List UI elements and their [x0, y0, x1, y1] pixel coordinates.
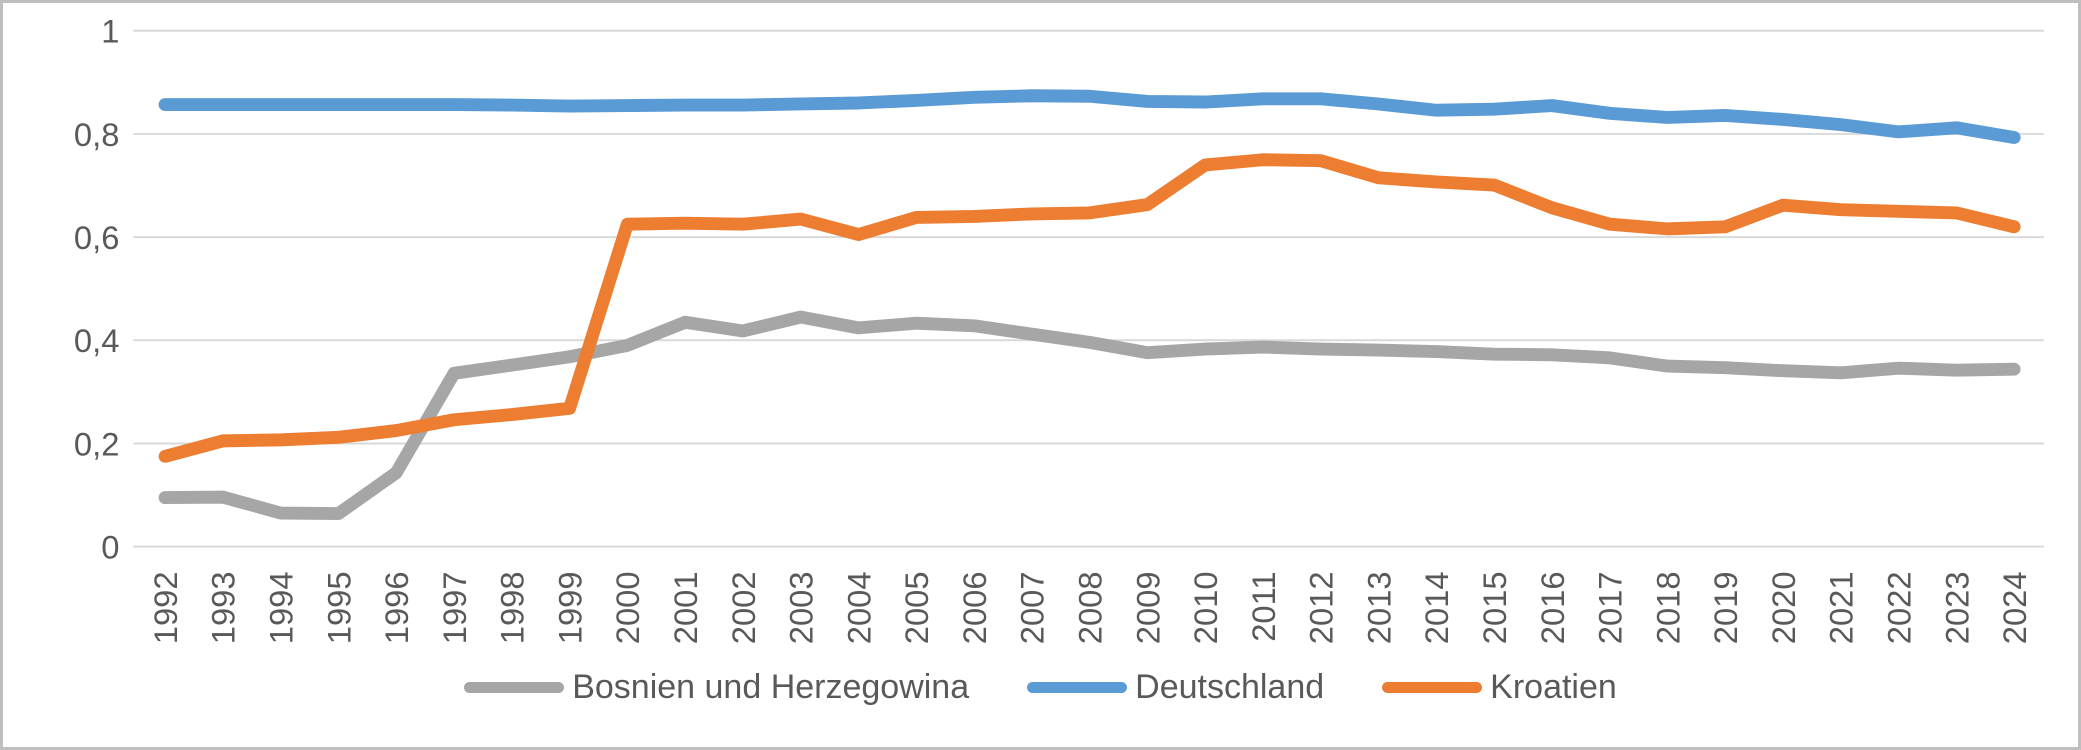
y-tick-label: 0,4 — [74, 322, 119, 359]
line-chart-canvas: 0 0,2 0,4 0,6 0,8 1 1992 1993 1994 1995 1996 1997 19… — [74, 13, 2044, 644]
x-tick-label: 1999 — [551, 571, 588, 644]
x-tick-label: 2023 — [1938, 571, 1975, 644]
x-tick-label: 2000 — [609, 571, 646, 644]
x-tick-label: 1994 — [263, 571, 300, 644]
legend-swatch-icon — [1382, 681, 1483, 693]
chart-legend: Bosnien und Herzegowina Deutschland Kroati… — [3, 667, 2078, 707]
x-tick-label: 2006 — [956, 571, 993, 644]
x-tick-label: 2007 — [1014, 571, 1051, 644]
series-line-kroatien — [158, 153, 2021, 463]
legend-item-deutschland: Deutschland — [1027, 667, 1324, 707]
x-tick-label: 1998 — [494, 571, 531, 644]
x-tick-label: 2012 — [1303, 571, 1340, 644]
series-line-deutschland — [158, 89, 2021, 144]
x-tick-label: 2015 — [1476, 571, 1513, 644]
y-tick-label: 1 — [101, 13, 119, 50]
legend-item-kroatien: Kroatien — [1382, 667, 1617, 707]
series-line-bosnien-und-herzegowina — [158, 310, 2021, 521]
x-tick-label: 2005 — [898, 571, 935, 644]
x-tick-label: 2016 — [1534, 571, 1571, 644]
x-tick-label: 2001 — [667, 571, 704, 644]
x-tick-label: 2020 — [1765, 571, 1802, 644]
x-tick-label: 1992 — [147, 571, 184, 644]
x-tick-label: 2004 — [840, 571, 877, 644]
x-tick-label: 2018 — [1649, 571, 1686, 644]
x-tick-label: 1993 — [205, 571, 242, 644]
legend-label: Deutschland — [1135, 668, 1325, 706]
x-tick-label: 2002 — [725, 571, 762, 644]
legend-swatch-icon — [464, 681, 565, 693]
y-tick-label: 0,8 — [74, 116, 119, 153]
x-tick-label: 2014 — [1418, 571, 1455, 644]
x-tick-label: 2003 — [783, 571, 820, 644]
x-tick-label: 2011 — [1245, 571, 1282, 641]
x-tick-label: 1997 — [436, 571, 473, 644]
x-tick-label: 2019 — [1707, 571, 1744, 644]
legend-item-bosnien-und-herzegowina: Bosnien und Herzegowina — [464, 667, 969, 707]
x-tick-label: 2022 — [1880, 571, 1917, 644]
x-tick-label: 2008 — [1072, 571, 1109, 644]
y-tick-label: 0,2 — [74, 425, 119, 462]
x-tick-label: 2024 — [1996, 571, 2033, 644]
legend-label: Bosnien und Herzegowina — [572, 668, 970, 706]
x-tick-label: 2009 — [1129, 571, 1166, 644]
x-tick-label: 2017 — [1592, 571, 1629, 644]
x-tick-label: 2021 — [1823, 571, 1860, 644]
x-tick-label: 2013 — [1360, 571, 1397, 644]
y-tick-label: 0 — [101, 529, 119, 566]
legend-label: Kroatien — [1490, 668, 1617, 706]
x-tick-label: 1995 — [320, 571, 357, 644]
legend-swatch-icon — [1027, 681, 1128, 693]
x-tick-label: 2010 — [1187, 571, 1224, 644]
x-tick-label: 1996 — [378, 571, 415, 644]
y-tick-label: 0,6 — [74, 219, 119, 256]
